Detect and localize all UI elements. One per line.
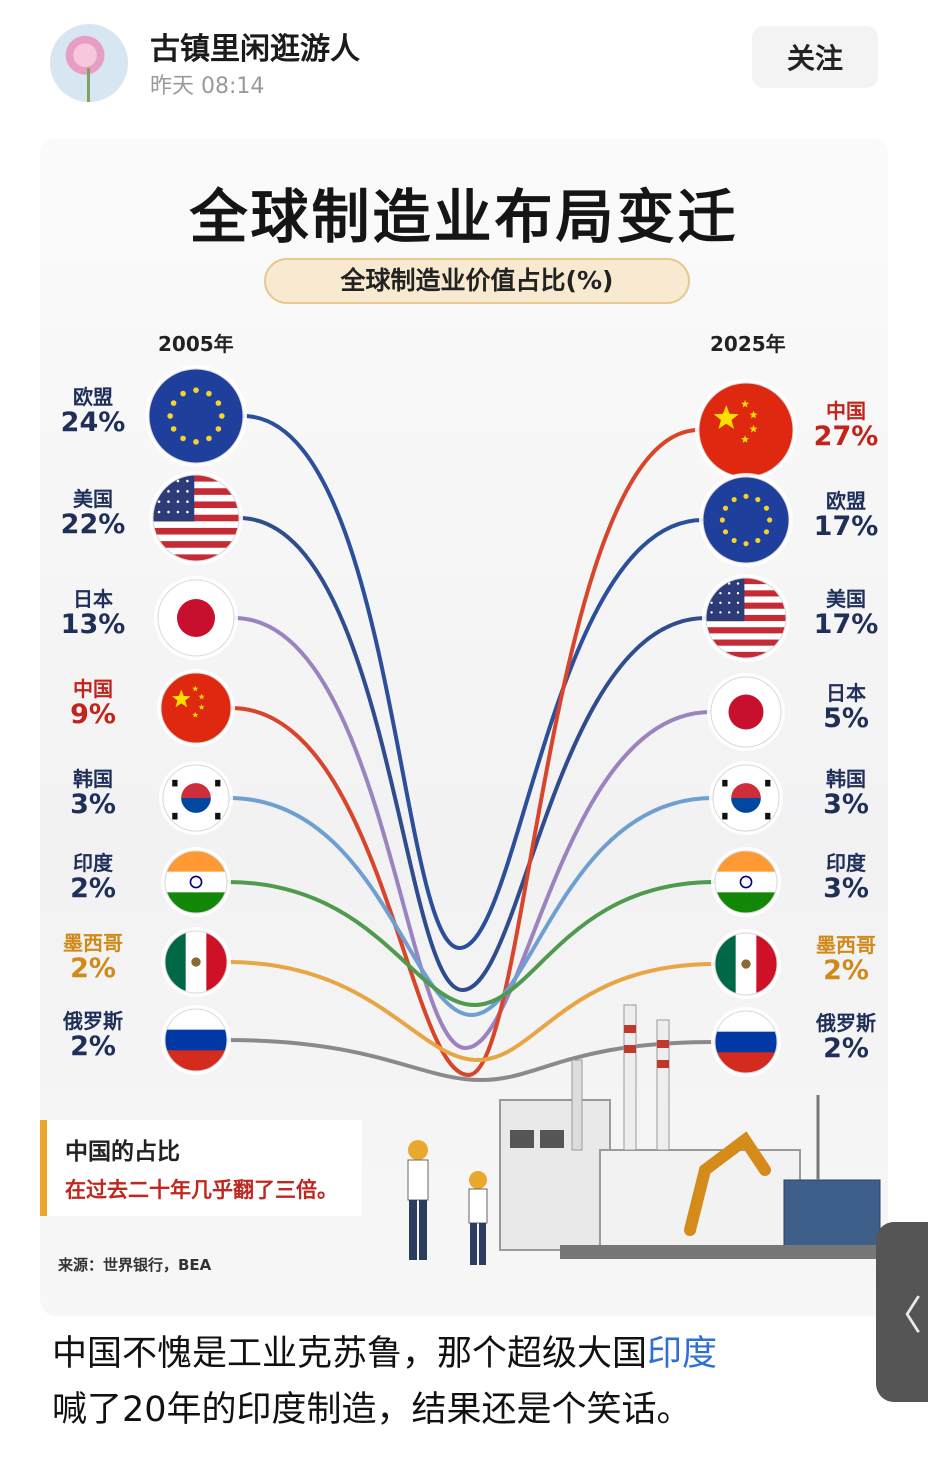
post-text-part2: 喊了20年的印度制造，结果还是个笑话。 xyxy=(52,1390,692,1430)
curve-in xyxy=(225,880,717,1008)
left-label-jp: 日本 13% xyxy=(50,588,136,641)
share-value: 3% xyxy=(70,789,116,821)
country-name: 俄罗斯 xyxy=(63,1009,123,1033)
share-value: 22% xyxy=(60,509,126,541)
country-name: 中国 xyxy=(73,677,113,701)
curve-ru xyxy=(225,1038,717,1083)
country-name: 韩国 xyxy=(826,767,866,791)
post-time: 昨天 08:14 xyxy=(150,74,265,99)
left-label-eu: 欧盟 24% xyxy=(50,386,136,439)
factory-illustration xyxy=(407,1004,881,1265)
country-name: 韩国 xyxy=(73,767,113,791)
right-label-jp: 日本 5% xyxy=(803,682,889,735)
share-value: 3% xyxy=(823,789,869,821)
share-value: 2% xyxy=(823,955,869,987)
share-value: 27% xyxy=(813,421,879,453)
right-label-in: 印度 3% xyxy=(803,852,889,905)
country-name: 美国 xyxy=(826,587,866,611)
mx-flag-icon xyxy=(161,927,231,997)
curve-kr xyxy=(227,796,715,1018)
share-value: 17% xyxy=(813,609,879,641)
share-value: 24% xyxy=(60,407,126,439)
share-value: 13% xyxy=(60,609,126,641)
infographic-title: 全球制造业布局变迁 xyxy=(189,183,739,251)
us-flag-icon xyxy=(702,574,790,662)
india-link[interactable]: 印度 xyxy=(647,1334,718,1374)
chart-flags xyxy=(145,365,797,1077)
eu-flag-icon xyxy=(145,365,247,467)
left-label-cn: 中国 9% xyxy=(50,678,136,731)
country-name: 欧盟 xyxy=(73,385,113,409)
country-name: 欧盟 xyxy=(826,489,866,513)
follow-button[interactable]: 关注 xyxy=(752,26,878,88)
left-label-in: 印度 2% xyxy=(50,852,136,905)
share-value: 17% xyxy=(813,511,879,543)
share-value: 2% xyxy=(70,1031,116,1063)
country-name: 墨西哥 xyxy=(63,931,123,955)
post-text: 中国不愧是工业克苏鲁，那个超级大国印度 喊了20年的印度制造，结果还是个笑话。 xyxy=(52,1326,882,1438)
left-label-kr: 韩国 3% xyxy=(50,768,136,821)
country-name: 印度 xyxy=(73,851,113,875)
chart-curves xyxy=(225,414,717,1083)
ru-flag-icon xyxy=(161,1005,231,1075)
right-label-cn: 中国 27% xyxy=(803,400,889,453)
source-text: 来源：世界银行，BEA xyxy=(58,1256,212,1274)
kr-flag-icon xyxy=(159,761,233,835)
in-flag-icon xyxy=(161,847,231,917)
cn-flag-icon xyxy=(157,669,235,747)
curve-cn xyxy=(229,428,701,1078)
curve-us xyxy=(237,516,708,993)
note-body: 在过去二十年几乎翻了三倍。 xyxy=(65,1178,338,1202)
right-label-ru: 俄罗斯 2% xyxy=(803,1012,889,1065)
share-value: 9% xyxy=(70,699,116,731)
note-box: 中国的占比 在过去二十年几乎翻了三倍。 xyxy=(40,1120,362,1216)
post-text-part1: 中国不愧是工业克苏鲁，那个超级大国 xyxy=(52,1334,648,1374)
country-name: 印度 xyxy=(826,851,866,875)
curve-eu xyxy=(241,414,705,951)
right-label-us: 美国 17% xyxy=(803,588,889,641)
note-title: 中国的占比 xyxy=(65,1139,180,1165)
share-value: 2% xyxy=(823,1033,869,1065)
share-value: 2% xyxy=(70,953,116,985)
curve-jp xyxy=(232,616,713,1051)
author-avatar[interactable] xyxy=(50,24,128,102)
jp-flag-icon xyxy=(154,576,238,660)
country-name: 墨西哥 xyxy=(816,933,876,957)
flower-icon xyxy=(87,68,90,102)
infographic-subtitle: 全球制造业价值占比(%) xyxy=(264,258,690,304)
left-label-us: 美国 22% xyxy=(50,488,136,541)
share-value: 5% xyxy=(823,703,869,735)
us-flag-icon xyxy=(149,471,243,565)
author-name[interactable]: 古镇里闲逛游人 xyxy=(150,32,360,67)
cn-flag-icon xyxy=(695,379,797,481)
eu-flag-icon xyxy=(699,473,793,567)
in-flag-icon xyxy=(711,847,781,917)
country-name: 俄罗斯 xyxy=(816,1011,876,1035)
country-name: 美国 xyxy=(73,487,113,511)
jp-flag-icon xyxy=(707,673,785,751)
share-value: 3% xyxy=(823,873,869,905)
share-value: 2% xyxy=(70,873,116,905)
right-year-label: 2025年 xyxy=(710,332,786,356)
right-label-mx: 墨西哥 2% xyxy=(803,934,889,987)
mx-flag-icon xyxy=(711,929,781,999)
curve-mx xyxy=(225,960,717,1063)
left-year-label: 2005年 xyxy=(158,332,234,356)
left-label-ru: 俄罗斯 2% xyxy=(50,1010,136,1063)
kr-flag-icon xyxy=(709,761,783,835)
side-collapse-tab[interactable]: 〈 xyxy=(876,1222,928,1402)
chevron-left-icon: 〈 xyxy=(882,1293,922,1339)
right-label-kr: 韩国 3% xyxy=(803,768,889,821)
country-name: 日本 xyxy=(73,587,113,611)
country-name: 中国 xyxy=(826,399,866,423)
left-label-mx: 墨西哥 2% xyxy=(50,932,136,985)
country-name: 日本 xyxy=(826,681,866,705)
ru-flag-icon xyxy=(711,1007,781,1077)
right-label-eu: 欧盟 17% xyxy=(803,490,889,543)
